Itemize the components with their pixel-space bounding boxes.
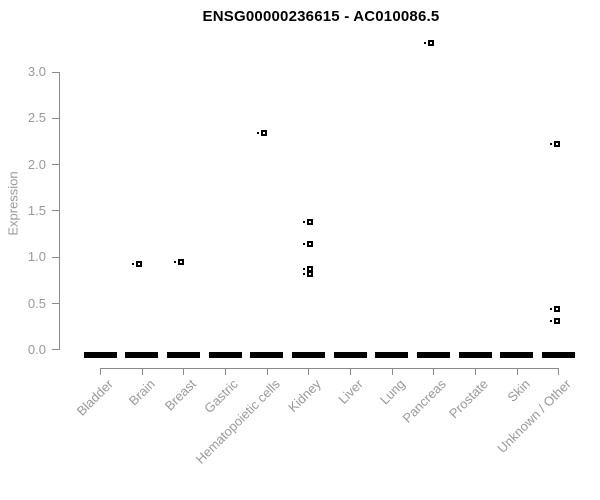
x-axis-tick [558, 367, 560, 375]
x-axis-tick [266, 367, 268, 375]
zero-expression-bar [541, 352, 575, 358]
data-point-overlap [550, 319, 553, 322]
chart-title: ENSG00000236615 - AC010086.5 [202, 8, 440, 25]
x-axis-tick [516, 367, 518, 375]
zero-expression-bar [375, 352, 409, 358]
y-axis-tick [52, 303, 59, 304]
x-axis-tick [391, 367, 393, 375]
x-axis-line [99, 367, 559, 369]
y-axis-tick [52, 210, 59, 212]
y-axis-tick-label: 3.0 [27, 64, 46, 79]
data-point [260, 129, 267, 136]
data-point [307, 271, 314, 278]
data-point [178, 259, 185, 266]
y-axis-tick-label: 2.0 [27, 156, 46, 172]
zero-expression-bar [291, 352, 325, 358]
y-axis-tick-label: 2.5 [27, 110, 46, 126]
data-point [554, 306, 561, 313]
zero-expression-bar [166, 352, 200, 358]
data-point [554, 317, 561, 324]
data-point-overlap [303, 221, 306, 224]
x-axis-tick [100, 367, 101, 375]
data-point-overlap [256, 131, 259, 134]
y-axis-tick-label: 0.5 [27, 295, 46, 311]
x-axis-tick [350, 367, 351, 375]
data-point-overlap [550, 308, 553, 311]
zero-expression-bar [416, 352, 450, 358]
data-point [307, 240, 314, 247]
x-axis-category-label: Unknown / Other [494, 376, 575, 456]
x-axis-tick [141, 367, 143, 375]
data-point-overlap [131, 263, 134, 266]
data-point-overlap [303, 267, 306, 270]
data-point [554, 140, 561, 147]
zero-expression-bar [250, 352, 284, 358]
y-axis-tick-label: 0.0 [27, 341, 46, 357]
y-axis-tick [52, 349, 59, 351]
data-point-overlap [303, 242, 306, 245]
data-point-overlap [303, 273, 306, 276]
zero-expression-bar [125, 352, 159, 358]
data-point-overlap [550, 142, 553, 145]
x-axis-tick [475, 367, 476, 375]
y-axis-tick-label: 1.0 [27, 249, 46, 265]
zero-expression-bar [83, 352, 117, 358]
y-axis-tick-label: 1.5 [27, 202, 46, 218]
x-axis-tick [225, 367, 226, 375]
y-axis-tick [52, 256, 59, 258]
zero-expression-bar [333, 352, 367, 358]
data-point [307, 219, 314, 226]
y-axis-line [59, 71, 60, 351]
data-point [307, 265, 314, 272]
data-point [135, 261, 142, 268]
data-point-overlap [424, 41, 427, 44]
x-axis-tick [183, 367, 185, 375]
y-axis-tick [52, 71, 59, 73]
data-point-overlap [174, 261, 177, 264]
zero-expression-bar [500, 352, 534, 358]
zero-expression-bar [208, 352, 242, 358]
x-axis-tick [433, 367, 435, 375]
x-axis-tick [308, 367, 310, 375]
y-axis-tick [52, 164, 59, 166]
y-axis-tick [52, 117, 59, 119]
zero-expression-bar [458, 352, 492, 358]
data-point [428, 39, 435, 46]
